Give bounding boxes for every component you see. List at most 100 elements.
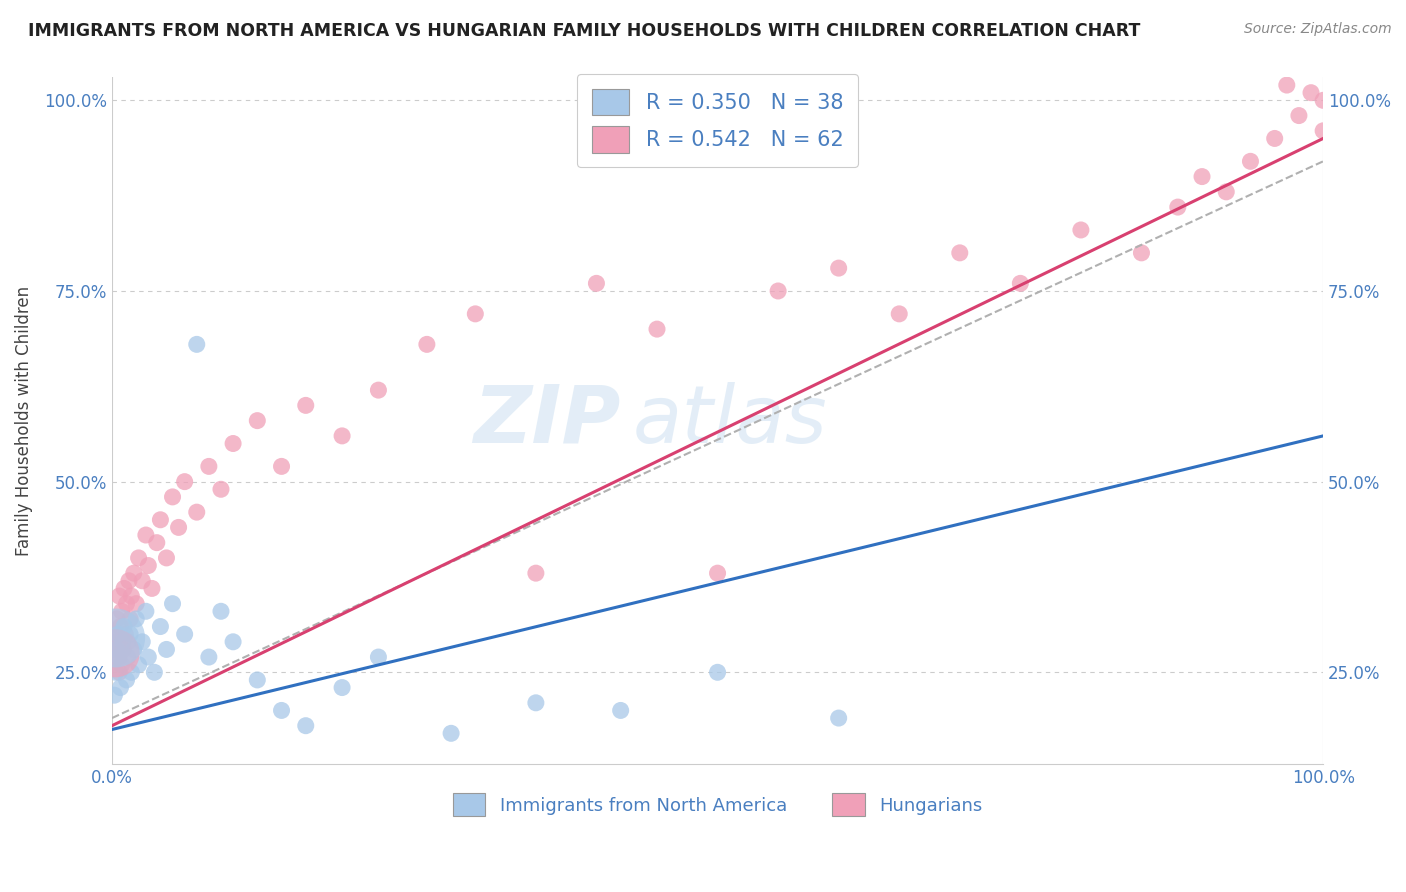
Point [111, 642, 134, 657]
Point [104, 646, 127, 660]
Point [167, 520, 190, 534]
Point [706, 566, 728, 581]
Point [162, 490, 184, 504]
Point [706, 665, 728, 680]
Point [766, 284, 789, 298]
Point [103, 688, 125, 702]
Point [198, 459, 221, 474]
Point [128, 657, 150, 672]
Point [104, 665, 127, 680]
Point [198, 650, 221, 665]
Point [416, 337, 439, 351]
Point [209, 604, 232, 618]
Text: ZIP: ZIP [474, 382, 620, 459]
Point [155, 550, 177, 565]
Point [1215, 185, 1237, 199]
Point [107, 635, 129, 649]
Point [1130, 245, 1153, 260]
Point [270, 459, 292, 474]
Point [367, 383, 389, 397]
Point [117, 635, 139, 649]
Point [108, 589, 131, 603]
Point [1239, 154, 1261, 169]
Point [149, 513, 172, 527]
Point [125, 612, 148, 626]
Point [246, 673, 269, 687]
Point [115, 673, 138, 687]
Point [186, 505, 208, 519]
Point [107, 627, 129, 641]
Point [1312, 93, 1334, 107]
Point [111, 657, 134, 672]
Point [524, 696, 547, 710]
Text: atlas: atlas [633, 382, 828, 459]
Point [111, 604, 134, 618]
Text: IMMIGRANTS FROM NORTH AMERICA VS HUNGARIAN FAMILY HOUSEHOLDS WITH CHILDREN CORRE: IMMIGRANTS FROM NORTH AMERICA VS HUNGARI… [28, 22, 1140, 40]
Point [173, 475, 195, 489]
Point [122, 642, 145, 657]
Point [464, 307, 486, 321]
Point [827, 711, 849, 725]
Point [111, 635, 134, 649]
Point [330, 681, 353, 695]
Point [270, 703, 292, 717]
Point [162, 597, 184, 611]
Point [1070, 223, 1092, 237]
Point [294, 719, 316, 733]
Legend: Immigrants from North America, Hungarians: Immigrants from North America, Hungarian… [446, 786, 990, 823]
Point [120, 612, 142, 626]
Point [294, 398, 316, 412]
Point [105, 642, 128, 657]
Point [105, 612, 128, 626]
Point [103, 627, 125, 641]
Point [949, 245, 972, 260]
Point [1275, 78, 1298, 92]
Point [110, 681, 132, 695]
Point [367, 650, 389, 665]
Point [136, 650, 159, 665]
Point [209, 483, 232, 497]
Point [135, 604, 157, 618]
Point [120, 589, 142, 603]
Point [125, 597, 148, 611]
Point [246, 414, 269, 428]
Point [609, 703, 631, 717]
Point [136, 558, 159, 573]
Point [108, 650, 131, 665]
Point [222, 436, 245, 450]
Point [120, 665, 142, 680]
Point [524, 566, 547, 581]
Point [146, 535, 169, 549]
Text: Source: ZipAtlas.com: Source: ZipAtlas.com [1244, 22, 1392, 37]
Point [149, 619, 172, 633]
Point [120, 627, 142, 641]
Point [645, 322, 668, 336]
Point [122, 566, 145, 581]
Point [112, 582, 135, 596]
Point [117, 650, 139, 665]
Point [131, 574, 153, 588]
Point [118, 574, 141, 588]
Point [104, 631, 127, 645]
Point [131, 635, 153, 649]
Point [1167, 200, 1189, 214]
Point [186, 337, 208, 351]
Point [104, 650, 127, 665]
Point [1288, 109, 1310, 123]
Point [1299, 86, 1322, 100]
Y-axis label: Family Households with Children: Family Households with Children [15, 285, 32, 556]
Point [143, 665, 166, 680]
Point [108, 665, 131, 680]
Point [1264, 131, 1286, 145]
Point [585, 277, 607, 291]
Point [1010, 277, 1032, 291]
Point [889, 307, 911, 321]
Point [115, 597, 138, 611]
Point [135, 528, 157, 542]
Point [222, 635, 245, 649]
Point [128, 550, 150, 565]
Point [114, 627, 136, 641]
Point [141, 582, 163, 596]
Point [103, 642, 125, 657]
Point [1191, 169, 1213, 184]
